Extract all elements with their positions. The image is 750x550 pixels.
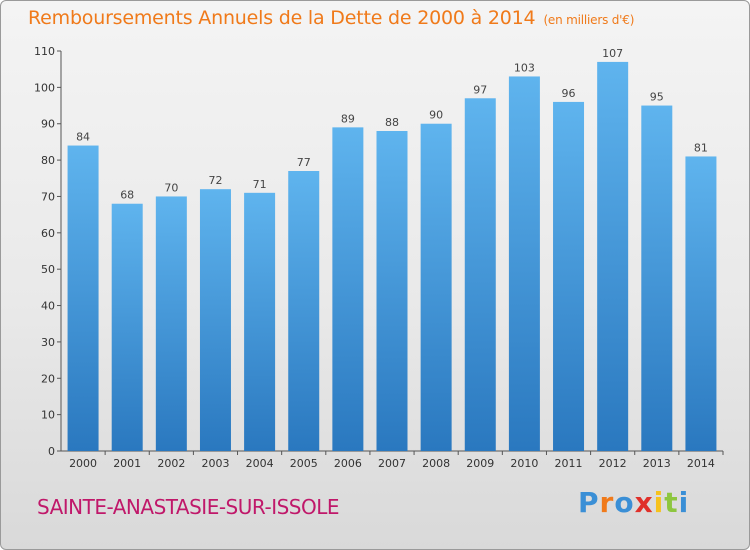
bar xyxy=(685,156,717,452)
logo-letter: P xyxy=(578,486,600,519)
bar-value-label: 84 xyxy=(76,131,90,144)
y-tick-label: 20 xyxy=(41,372,55,385)
x-tick-label: 2013 xyxy=(643,457,671,470)
bar-value-label: 107 xyxy=(602,47,623,60)
y-tick-label: 50 xyxy=(41,263,55,276)
bar xyxy=(111,203,143,451)
y-tick-label: 30 xyxy=(41,336,55,349)
proxiti-logo[interactable]: Proxiti xyxy=(578,486,689,519)
bar-value-label: 68 xyxy=(120,189,134,202)
bar-value-label: 81 xyxy=(694,141,708,154)
x-tick-label: 2002 xyxy=(157,457,185,470)
bar-value-label: 97 xyxy=(473,83,487,96)
bar xyxy=(508,76,540,452)
logo-letter: x xyxy=(634,486,654,519)
x-tick-label: 2005 xyxy=(290,457,318,470)
bar-value-label: 72 xyxy=(208,174,222,187)
bar xyxy=(332,127,364,451)
logo-letter: i xyxy=(678,486,690,519)
bar-value-label: 95 xyxy=(650,91,664,104)
x-tick-label: 2006 xyxy=(334,457,362,470)
x-tick-label: 2004 xyxy=(246,457,274,470)
logo-letter: t xyxy=(664,486,679,519)
logo-letter: r xyxy=(599,486,615,519)
logo-letter: o xyxy=(614,486,635,519)
y-tick-label: 60 xyxy=(41,227,55,240)
bar xyxy=(376,131,408,451)
logo-letter: i xyxy=(653,486,665,519)
chart-title: Remboursements Annuels de la Dette de 20… xyxy=(28,7,634,29)
chart-title-text: Remboursements Annuels de la Dette de 20… xyxy=(28,7,536,29)
x-tick-label: 2003 xyxy=(201,457,229,470)
bar xyxy=(553,101,585,451)
commune-name: SAINTE-ANASTASIE-SUR-ISSOLE xyxy=(37,495,340,519)
bar xyxy=(420,123,452,452)
y-tick-label: 40 xyxy=(41,300,55,313)
x-tick-label: 2000 xyxy=(69,457,97,470)
bar xyxy=(67,145,99,451)
x-tick-label: 2007 xyxy=(378,457,406,470)
x-tick-label: 2011 xyxy=(555,457,583,470)
bar xyxy=(288,171,320,451)
y-tick-label: 10 xyxy=(41,409,55,422)
bar-value-label: 70 xyxy=(164,181,178,194)
bar xyxy=(199,189,231,451)
x-tick-label: 2009 xyxy=(466,457,494,470)
y-tick-label: 70 xyxy=(41,190,55,203)
x-tick-label: 2008 xyxy=(422,457,450,470)
bar-value-label: 90 xyxy=(429,109,443,122)
x-tick-label: 2010 xyxy=(510,457,538,470)
y-tick-label: 110 xyxy=(34,45,55,58)
x-tick-label: 2001 xyxy=(113,457,141,470)
bar xyxy=(464,98,496,451)
bar-value-label: 96 xyxy=(562,87,576,100)
bar xyxy=(155,196,187,451)
y-tick-label: 80 xyxy=(41,154,55,167)
bar-value-label: 77 xyxy=(297,156,311,169)
y-tick-label: 0 xyxy=(48,445,55,458)
bar xyxy=(641,105,673,451)
bar-value-label: 89 xyxy=(341,112,355,125)
bar-value-label: 88 xyxy=(385,116,399,129)
chart-unit: (en milliers d'€) xyxy=(543,13,635,27)
bar xyxy=(244,192,276,451)
x-tick-label: 2014 xyxy=(687,457,715,470)
bar-value-label: 103 xyxy=(514,61,535,74)
bar xyxy=(597,61,629,452)
y-tick-label: 90 xyxy=(41,118,55,131)
bar-value-label: 71 xyxy=(253,178,267,191)
y-tick-label: 100 xyxy=(34,81,55,94)
chart-bars: 84 68 70 72 71 77 89 88 90 97 103 96 107 95 81 xyxy=(67,47,717,452)
x-tick-label: 2012 xyxy=(599,457,627,470)
